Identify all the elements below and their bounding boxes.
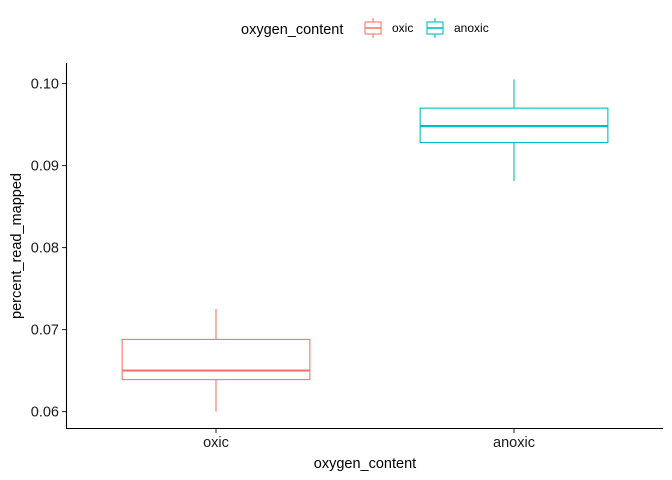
y-tick-label: 0.08 bbox=[31, 241, 59, 257]
box-anoxic bbox=[419, 79, 609, 182]
x-tick-label: anoxic bbox=[493, 435, 535, 451]
legend-label: anoxic bbox=[454, 21, 489, 35]
iqr-box bbox=[121, 338, 311, 381]
x-axis: oxic anoxic bbox=[203, 429, 535, 451]
legend-label: oxic bbox=[392, 21, 413, 35]
legend-item-oxic: oxic bbox=[364, 18, 413, 38]
box-oxic bbox=[121, 309, 311, 412]
y-tick-label: 0.07 bbox=[31, 323, 59, 339]
y-tick-label: 0.06 bbox=[31, 405, 59, 421]
y-axis-title: percent_read_mapped bbox=[9, 173, 25, 319]
x-axis-title: oxygen_content bbox=[314, 456, 416, 472]
legend: oxygen_content oxic anoxic bbox=[241, 18, 489, 38]
legend-item-anoxic: anoxic bbox=[426, 18, 489, 38]
y-axis: 0.06 0.07 0.08 0.09 0.10 bbox=[31, 77, 66, 421]
y-tick-label: 0.09 bbox=[31, 159, 59, 175]
legend-title: oxygen_content bbox=[241, 22, 343, 38]
plot-area bbox=[121, 79, 609, 412]
y-tick-label: 0.10 bbox=[31, 77, 59, 93]
x-tick-label: oxic bbox=[203, 435, 229, 451]
